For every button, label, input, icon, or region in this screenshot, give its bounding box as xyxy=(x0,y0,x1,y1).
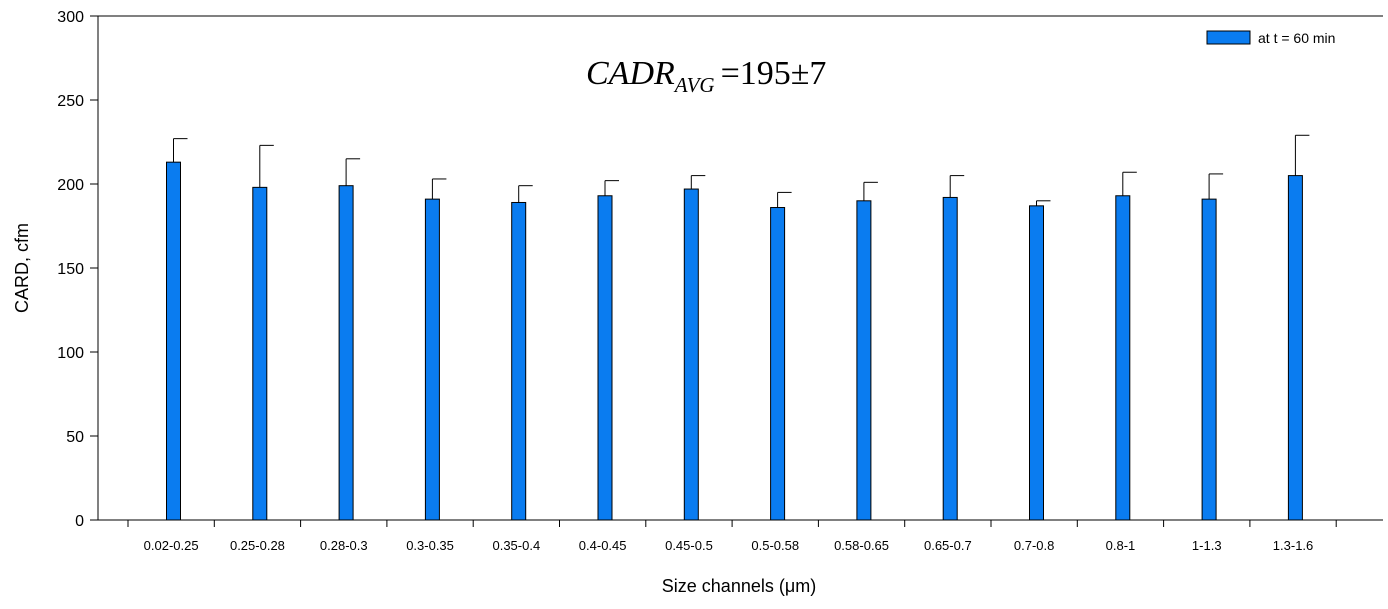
y-tick-label: 100 xyxy=(57,345,84,362)
x-tick-label: 0.58-0.65 xyxy=(834,538,889,553)
y-tick-label: 0 xyxy=(75,513,84,530)
x-tick-label: 0.35-0.4 xyxy=(492,538,540,553)
x-tick-label: 0.7-0.8 xyxy=(1014,538,1054,553)
bar xyxy=(597,195,613,521)
bar xyxy=(770,207,786,521)
y-axis-title: CARD, cfm xyxy=(12,223,32,313)
x-tick-label: 0.25-0.28 xyxy=(230,538,285,553)
x-tick-label: 1-1.3 xyxy=(1192,538,1222,553)
bar xyxy=(1287,175,1303,521)
formula-value: =195±7 xyxy=(721,55,827,92)
y-tick-label: 200 xyxy=(57,177,84,194)
y-tick-label: 300 xyxy=(57,9,84,26)
bar xyxy=(1115,195,1131,521)
formula-main: CADR xyxy=(586,55,675,92)
y-axis: 0 50 100 150 200 250 300 xyxy=(57,9,98,530)
x-tick-label: 0.65-0.7 xyxy=(924,538,972,553)
error-bar-series xyxy=(173,134,1310,208)
x-tick-label: 0.45-0.5 xyxy=(665,538,713,553)
x-tick-label: 0.28-0.3 xyxy=(320,538,368,553)
y-tick-label: 150 xyxy=(57,261,84,278)
x-tick-label: 0.8-1 xyxy=(1106,538,1136,553)
bar xyxy=(856,200,872,521)
bar-series xyxy=(166,161,1303,521)
bar xyxy=(252,186,268,521)
bar xyxy=(338,185,354,521)
bar xyxy=(166,161,181,521)
bar xyxy=(424,198,440,521)
bar xyxy=(1201,198,1217,521)
legend-swatch xyxy=(1206,30,1251,45)
y-tick-label: 250 xyxy=(57,93,84,110)
x-axis-title: Size channels (μm) xyxy=(662,576,816,596)
legend-label: at t = 60 min xyxy=(1258,30,1335,46)
cadr-average-annotation: CADRAVG =195±7 xyxy=(586,55,826,97)
bar xyxy=(511,201,527,521)
y-tick-label: 50 xyxy=(66,429,84,446)
bar xyxy=(942,196,958,521)
x-tick-label: 1.3-1.6 xyxy=(1273,538,1313,553)
bar xyxy=(683,188,699,521)
x-tick-label: 0.5-0.58 xyxy=(751,538,799,553)
x-tick-label: 0.4-0.45 xyxy=(579,538,627,553)
x-tick-label: 0.3-0.35 xyxy=(406,538,454,553)
legend: at t = 60 min xyxy=(1206,30,1335,46)
formula-subscript: AVG xyxy=(673,73,715,97)
x-tick-label: 0.02-0.25 xyxy=(144,538,199,553)
bar xyxy=(1029,205,1044,521)
x-axis: 0.02-0.25 0.25-0.28 0.28-0.3 0.3-0.35 0.35-0… xyxy=(127,520,1337,553)
